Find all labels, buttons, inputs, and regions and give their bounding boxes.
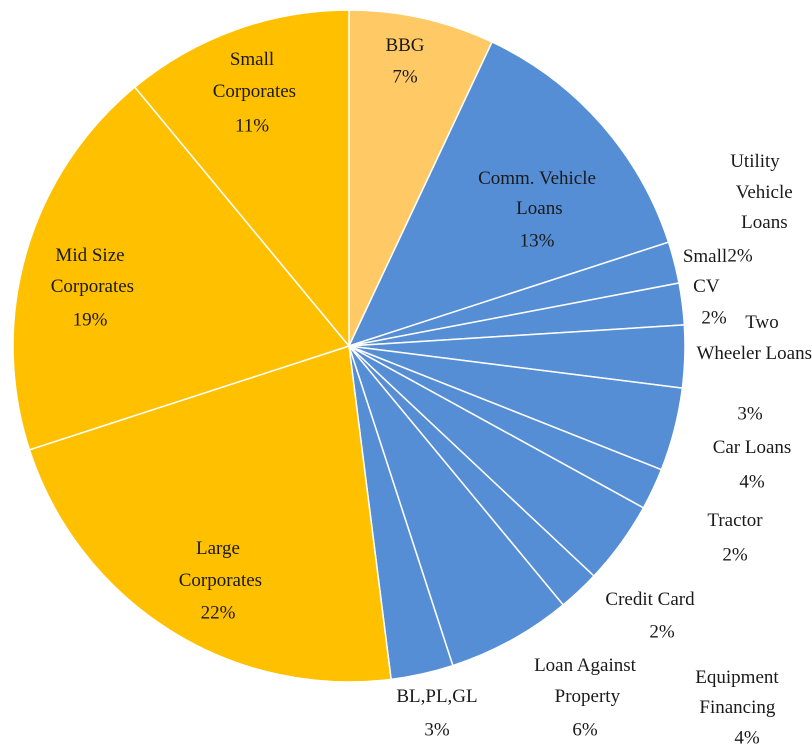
slice-label: Large Corporates	[174, 538, 262, 591]
slice-label: Small Corporates	[208, 49, 296, 102]
slice-value-label: 2%	[727, 245, 753, 266]
slice-label: BBG	[385, 35, 424, 56]
slice-label: Comm. Vehicle Loans	[478, 168, 596, 219]
slice-label: Equipment Financing	[695, 667, 780, 718]
slice-label: Credit Card	[605, 589, 695, 610]
pie-slice	[12, 86, 351, 451]
slice-value-label: 4%	[739, 471, 765, 492]
slice-value-label: 3%	[424, 719, 450, 740]
slice-label: Small CV	[683, 246, 727, 297]
slice-value-label: 13%	[520, 230, 555, 251]
slice-value-label: 2%	[649, 621, 675, 642]
slice-label: Tractor	[707, 510, 763, 531]
pie-slice	[348, 9, 494, 347]
pie-slice	[133, 9, 350, 349]
slice-label: Utility Vehicle Loans	[730, 151, 793, 233]
slice-value-label: 2%	[701, 307, 727, 328]
pie-slice	[28, 345, 392, 683]
slice-value-label: 4%	[734, 727, 760, 748]
pie-slice	[347, 40, 670, 348]
slice-label: BL,PL,GL	[396, 686, 477, 707]
slice-label: Mid Size Corporates	[46, 245, 134, 297]
slice-value-label: 22%	[201, 602, 236, 623]
slice-value-label: 11%	[235, 115, 269, 136]
slice-label: Car Loans	[713, 437, 792, 458]
slice-value-label: 6%	[572, 719, 598, 740]
slice-value-label: 2%	[722, 544, 748, 565]
pie-slice	[348, 345, 565, 667]
slice-value-label: 19%	[73, 309, 108, 330]
slice-label: Two Wheeler Loans	[692, 312, 812, 364]
slice-label: Loan Against Property	[534, 655, 637, 707]
slice-value-label: 7%	[392, 66, 418, 87]
slice-value-label: 3%	[737, 403, 763, 424]
